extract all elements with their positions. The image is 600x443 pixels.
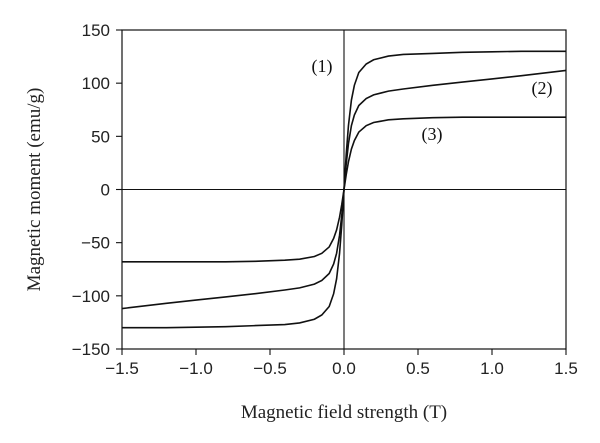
x-axis-title: Magnetic field strength (T): [241, 402, 447, 423]
x-tick-label: 0.5: [406, 359, 430, 378]
y-tick-label: −150: [72, 340, 110, 359]
y-tick-label: 50: [91, 127, 110, 146]
x-tick-label: 1.0: [480, 359, 504, 378]
series-curves: [121, 50, 567, 329]
series-label-3: (3): [422, 124, 443, 145]
x-tick-label: −1.0: [179, 359, 213, 378]
x-axis: −1.5 −1.0 −0.5 0.0 0.5 1.0 1.5: [105, 349, 578, 378]
series-labels: (1) (2) (3): [312, 56, 553, 145]
series-label-1: (1): [312, 56, 333, 77]
series-label-2: (2): [532, 78, 553, 99]
series-line-3: [122, 116, 566, 263]
plot-area: [121, 29, 567, 350]
x-tick-label: 0.0: [332, 359, 356, 378]
y-tick-label: −50: [81, 234, 110, 253]
x-tick-label: 1.5: [554, 359, 578, 378]
y-axis-title: Magnetic moment (emu/g): [24, 88, 45, 292]
y-tick-label: 0: [101, 181, 110, 200]
y-tick-label: −100: [72, 287, 110, 306]
y-tick-label: 100: [82, 74, 110, 93]
y-tick-label: 150: [82, 21, 110, 40]
x-tick-label: −1.5: [105, 359, 139, 378]
x-tick-label: −0.5: [253, 359, 287, 378]
y-axis: 150 100 50 0 −50 −100 −150: [72, 21, 122, 359]
